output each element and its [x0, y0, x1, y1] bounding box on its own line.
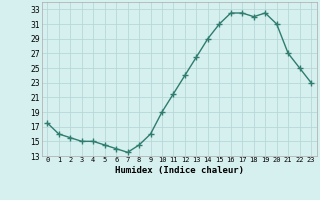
X-axis label: Humidex (Indice chaleur): Humidex (Indice chaleur)	[115, 166, 244, 175]
